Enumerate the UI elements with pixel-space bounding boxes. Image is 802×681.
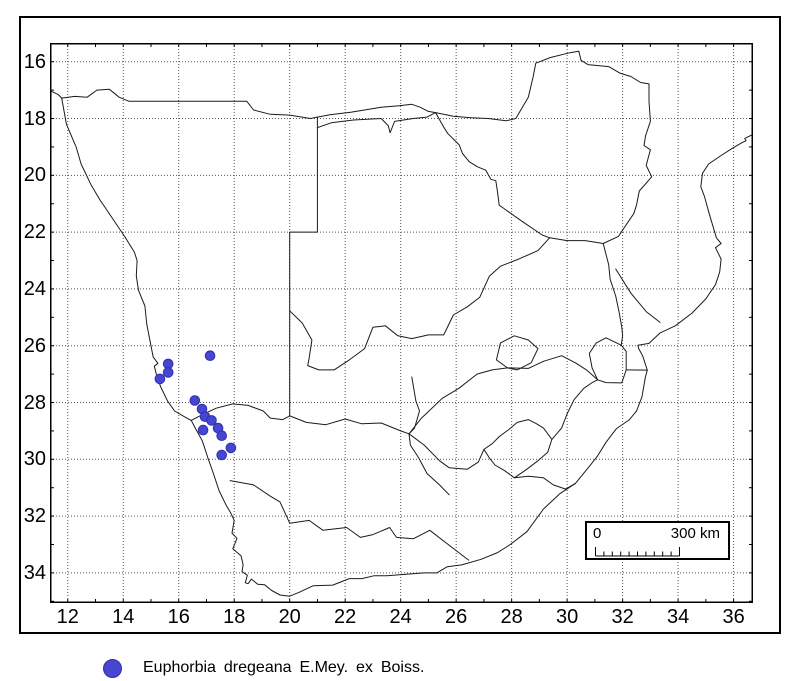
border-line <box>61 88 437 119</box>
x-tick-label: 14 <box>112 606 135 628</box>
x-tick-label: 30 <box>555 606 579 628</box>
border-line <box>435 112 551 239</box>
y-tick-label: 20 <box>23 164 46 187</box>
y-tick-label: 34 <box>23 561 46 584</box>
border-line <box>483 419 553 479</box>
legend: Euphorbia dregeana E.Mey. ex Boiss. <box>0 652 802 681</box>
legend-marker-icon <box>103 659 122 678</box>
country-borders <box>50 50 753 597</box>
x-tick-label: 28 <box>500 606 523 628</box>
border-line <box>190 403 410 435</box>
border-line <box>588 337 627 384</box>
y-tick-label: 32 <box>23 505 46 528</box>
y-tick-label: 26 <box>23 334 46 357</box>
x-tick-label: 16 <box>167 606 190 628</box>
x-tick-label: 34 <box>666 606 690 628</box>
border-line <box>513 475 576 490</box>
border-line <box>289 116 318 417</box>
data-point <box>204 350 216 362</box>
data-point <box>162 367 174 378</box>
border-line <box>578 50 653 244</box>
data-point <box>189 395 201 406</box>
border-line <box>408 376 450 496</box>
map-plot <box>50 43 753 603</box>
y-tick-label: 16 <box>23 50 46 73</box>
data-point <box>154 373 166 385</box>
y-tick-label: 24 <box>23 277 46 300</box>
scale-bar-zero-label: 0 <box>593 525 602 542</box>
legend-label: Euphorbia dregeana E.Mey. ex Boiss. <box>143 659 425 676</box>
y-tick-label: 18 <box>23 107 46 130</box>
border-line <box>408 433 485 470</box>
data-point <box>216 449 227 461</box>
y-tick-label: 28 <box>23 391 46 414</box>
data-point <box>197 424 209 436</box>
scale-bar-ruler <box>595 547 680 557</box>
border-line <box>495 335 539 371</box>
border-line <box>229 480 470 561</box>
x-tick-label: 36 <box>722 606 745 628</box>
data-point <box>225 442 237 454</box>
axis-minor-ticks <box>50 43 753 603</box>
x-tick-label: 12 <box>56 606 79 628</box>
border-line <box>408 355 599 435</box>
border-line <box>316 112 437 134</box>
scale-bar: 0 300 km <box>585 521 730 560</box>
x-tick-label: 22 <box>334 606 357 628</box>
y-tick-label: 30 <box>23 448 46 471</box>
x-tick-label: 18 <box>223 606 246 628</box>
border-line <box>50 90 753 597</box>
graticule <box>50 43 753 603</box>
data-point <box>206 415 217 426</box>
border-line <box>602 243 624 346</box>
x-tick-label: 32 <box>611 606 634 628</box>
x-tick-label: 20 <box>278 606 301 628</box>
scale-bar-max-label: 300 km <box>670 525 720 542</box>
plot-border <box>50 43 753 603</box>
border-line <box>289 237 551 371</box>
border-line <box>549 237 604 244</box>
x-tick-label: 26 <box>445 606 468 628</box>
y-tick-label: 22 <box>23 221 46 244</box>
occurrence-points <box>154 350 237 461</box>
border-line <box>435 50 580 122</box>
border-line <box>615 268 661 323</box>
border-line <box>551 379 599 440</box>
x-tick-label: 24 <box>389 606 412 628</box>
data-point <box>216 430 227 442</box>
